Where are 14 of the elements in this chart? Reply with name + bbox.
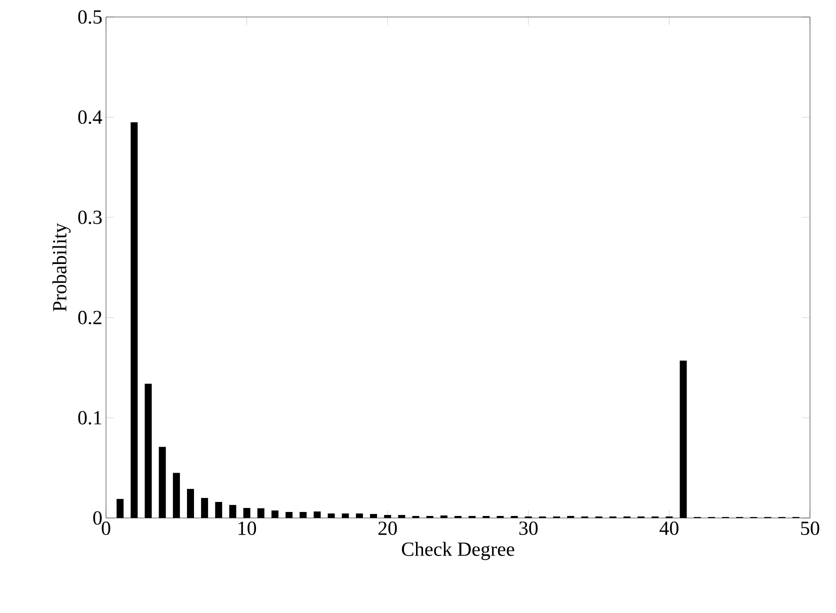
- x-tick-label: 30: [519, 522, 538, 536]
- y-tick-label: 0: [93, 511, 102, 525]
- x-axis-title: Check Degree: [402, 542, 514, 560]
- y-tick-label: 0.3: [78, 210, 102, 224]
- x-tick-label: 20: [378, 522, 397, 536]
- y-tick-label: 0.1: [78, 410, 102, 425]
- y-tick-label: 0.4: [78, 110, 102, 124]
- x-tick-label: 0: [102, 522, 110, 536]
- y-tick-label: 0.2: [78, 310, 102, 324]
- x-tick-label: 50: [801, 522, 820, 536]
- y-tick-label: 0.5: [78, 10, 102, 24]
- y-axis-title: Probability: [52, 223, 71, 312]
- x-tick-label: 10: [238, 522, 256, 536]
- x-tick-label: 40: [660, 522, 678, 536]
